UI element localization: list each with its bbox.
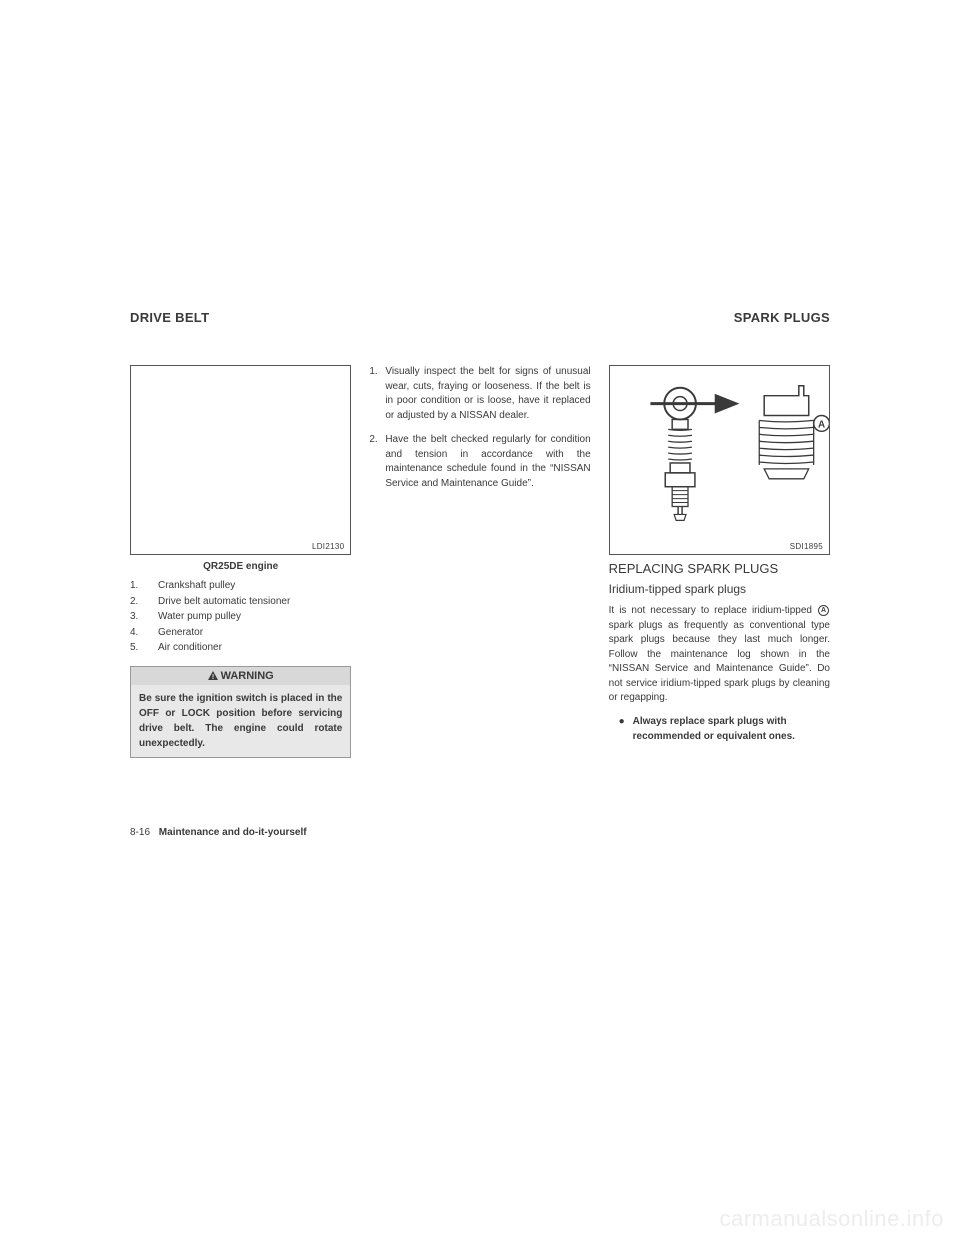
content-columns: LDI2130 QR25DE engine 1.Crankshaft pulle… — [130, 365, 830, 758]
figure-drive-belt: LDI2130 — [130, 365, 351, 555]
section-headers: DRIVE BELT SPARK PLUGS — [130, 310, 830, 325]
warning-icon: ! — [208, 671, 218, 681]
replacing-heading: REPLACING SPARK PLUGS — [609, 561, 830, 576]
figure-label: SDI1895 — [790, 542, 823, 551]
spark-plug-diagram: A — [610, 366, 829, 554]
marker-a-icon: A — [818, 605, 829, 616]
column-3: A SDI1895 REPLACING SPARK PLUGS Iridium-… — [609, 365, 830, 758]
component-list: 1.Crankshaft pulley 2.Drive belt automat… — [130, 578, 351, 656]
header-spark-plugs: SPARK PLUGS — [734, 310, 830, 325]
list-item: 1.Crankshaft pulley — [130, 578, 351, 594]
warning-body: Be sure the ignition switch is placed in… — [131, 685, 350, 757]
manual-page: DRIVE BELT SPARK PLUGS LDI2130 QR25DE en… — [130, 310, 830, 758]
spark-paragraph: It is not necessary to replace iridium-t… — [609, 604, 830, 706]
header-drive-belt: DRIVE BELT — [130, 310, 209, 325]
inspection-steps: 1.Visually inspect the belt for signs of… — [369, 365, 590, 491]
bullet-item: ●Always replace spark plugs with recomme… — [609, 714, 830, 744]
list-item: 3.Water pump pulley — [130, 609, 351, 625]
figure-label: LDI2130 — [312, 542, 344, 551]
list-item: 5.Air conditioner — [130, 640, 351, 656]
column-2: 1.Visually inspect the belt for signs of… — [369, 365, 590, 758]
spark-bullets: ●Always replace spark plugs with recomme… — [609, 714, 830, 744]
watermark: carmanualsonline.info — [719, 1206, 944, 1232]
step-item: 2.Have the belt checked regularly for co… — [369, 433, 590, 491]
page-number: 8-16 — [130, 827, 150, 838]
iridium-subheading: Iridium-tipped spark plugs — [609, 582, 830, 596]
list-item: 2.Drive belt automatic tensioner — [130, 594, 351, 610]
svg-text:!: ! — [211, 674, 213, 681]
list-item: 4.Generator — [130, 625, 351, 641]
warning-title: WARNING — [221, 670, 274, 682]
column-1: LDI2130 QR25DE engine 1.Crankshaft pulle… — [130, 365, 351, 758]
step-item: 1.Visually inspect the belt for signs of… — [369, 365, 590, 423]
page-footer: 8-16 Maintenance and do-it-yourself — [130, 827, 307, 838]
svg-text:A: A — [818, 419, 825, 430]
figure-caption: QR25DE engine — [130, 561, 351, 572]
warning-box: ! WARNING Be sure the ignition switch is… — [130, 666, 351, 758]
section-name: Maintenance and do-it-yourself — [159, 827, 307, 838]
figure-spark-plug: A SDI1895 — [609, 365, 830, 555]
warning-header: ! WARNING — [131, 667, 350, 685]
